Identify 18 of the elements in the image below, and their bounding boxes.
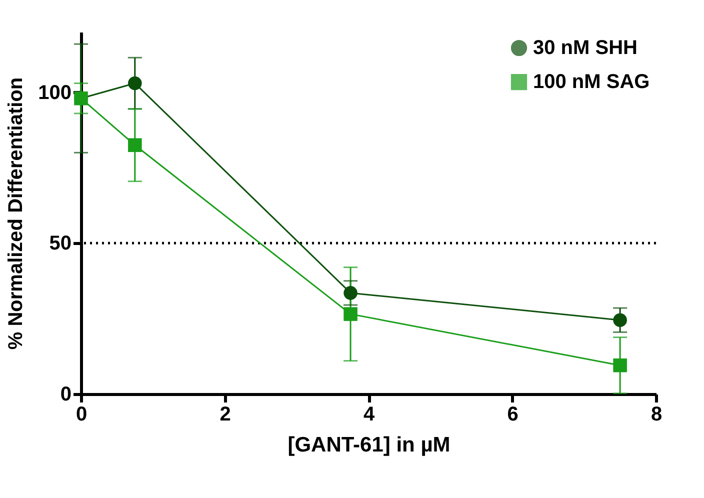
y-tick-label: 0 (60, 384, 72, 406)
x-tick-label: 4 (363, 404, 376, 426)
point (344, 286, 358, 300)
x-tick-label: 8 (650, 404, 662, 426)
legend-label: 30 nM SHH (533, 37, 638, 59)
y-axis-title: % Normalized Differentiation (5, 77, 28, 350)
point (128, 138, 142, 152)
x-tick-label: 2 (220, 404, 231, 426)
x-axis-title: [GANT-61] in µM (288, 434, 450, 456)
point (613, 313, 627, 327)
x-tick-label: 6 (507, 404, 518, 426)
y-tick-label: 100 (38, 82, 72, 104)
legend-label: 100 nM SAG (533, 71, 650, 93)
y-tick-label: 50 (49, 232, 72, 255)
point (613, 358, 627, 372)
point (128, 76, 142, 90)
x-tick-label: 0 (76, 404, 88, 426)
point (344, 307, 358, 321)
